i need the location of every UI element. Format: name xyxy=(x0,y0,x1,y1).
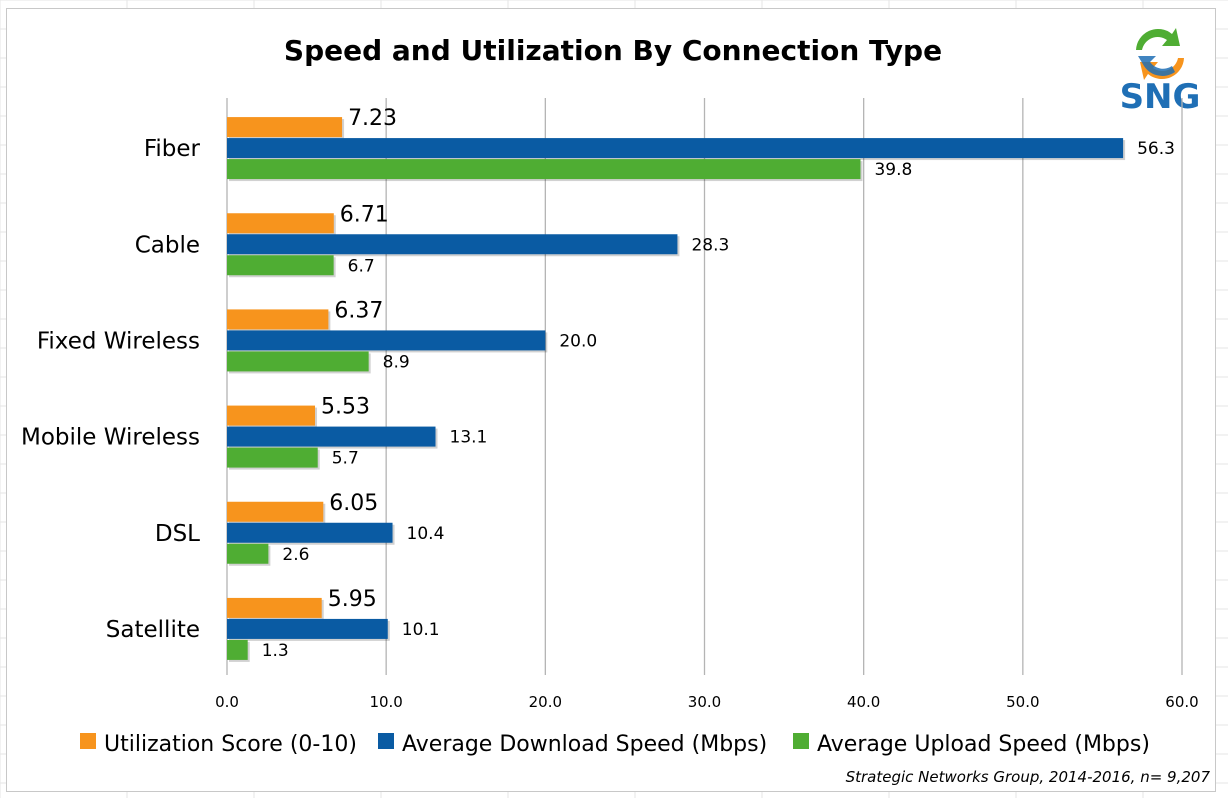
bar-value-label: 39.8 xyxy=(874,160,912,180)
bar xyxy=(227,501,324,522)
bar-value-label: 5.95 xyxy=(328,587,377,612)
legend-swatch xyxy=(378,733,394,749)
legend-label: Average Upload Speed (Mbps) xyxy=(817,732,1150,757)
bar-value-label: 1.3 xyxy=(262,641,289,661)
bar-value-label: 28.3 xyxy=(691,235,729,255)
category-label: Fiber xyxy=(144,136,201,162)
chart-title: Speed and Utilization By Connection Type xyxy=(284,34,942,67)
bar-value-label: 5.53 xyxy=(321,395,370,420)
bar-value-label: 56.3 xyxy=(1137,139,1175,159)
x-tick-label: 60.0 xyxy=(1165,693,1198,711)
bar xyxy=(227,543,269,564)
x-tick-label: 20.0 xyxy=(529,693,562,711)
bar xyxy=(227,618,388,639)
bar xyxy=(227,405,316,426)
category-label: Mobile Wireless xyxy=(21,425,200,451)
category-label: Satellite xyxy=(106,617,200,643)
gridlines xyxy=(226,98,1183,675)
x-tick-label: 30.0 xyxy=(688,693,721,711)
x-axis-ticks: 0.0 10.0 20.0 30.0 40.0 50.0 60.0 xyxy=(215,693,1199,711)
bar xyxy=(227,138,1124,159)
source-note: Strategic Networks Group, 2014-2016, n= … xyxy=(846,768,1211,786)
bar-value-label: 10.4 xyxy=(407,524,445,544)
bar xyxy=(227,597,322,618)
logo-text: SNG xyxy=(1120,77,1201,117)
bar-value-label: 13.1 xyxy=(450,428,488,448)
bar xyxy=(227,330,546,351)
bar xyxy=(227,522,393,543)
legend-swatch xyxy=(80,733,96,749)
category-label: Cable xyxy=(135,232,200,258)
bar-value-label: 5.7 xyxy=(332,449,359,469)
bar xyxy=(227,117,343,138)
bar xyxy=(227,255,334,276)
x-tick-label: 0.0 xyxy=(215,693,239,711)
recycle-arrows-icon xyxy=(1136,28,1184,80)
legend-label: Utilization Score (0-10) xyxy=(104,732,357,757)
bar-value-label: 6.05 xyxy=(329,491,378,516)
bar xyxy=(227,159,861,180)
x-tick-label: 50.0 xyxy=(1006,693,1039,711)
category-labels: Fiber Cable Fixed Wireless Mobile Wireless D… xyxy=(21,136,201,643)
bar-value-label: 6.71 xyxy=(340,202,389,227)
bar xyxy=(227,639,248,660)
bars xyxy=(227,117,1126,662)
bar-value-label: 10.1 xyxy=(402,620,440,640)
bar xyxy=(227,351,369,372)
bar xyxy=(227,213,334,234)
bar xyxy=(227,426,436,447)
legend-swatch xyxy=(793,733,809,749)
category-label: Fixed Wireless xyxy=(37,328,200,354)
sng-logo: SNG xyxy=(1120,28,1201,117)
bar-value-label: 2.6 xyxy=(282,545,309,565)
data-labels: 7.23 56.3 39.8 6.71 28.3 6.7 6.37 20.0 8.9 5.53 13… xyxy=(262,106,1175,661)
category-label: DSL xyxy=(155,521,200,547)
bar-value-label: 6.7 xyxy=(348,256,375,276)
x-tick-label: 40.0 xyxy=(847,693,880,711)
legend: Utilization Score (0-10) Average Download… xyxy=(80,732,1150,757)
bar-value-label: 6.37 xyxy=(334,298,383,323)
x-tick-label: 10.0 xyxy=(369,693,402,711)
bar xyxy=(227,447,318,468)
bar-value-label: 20.0 xyxy=(559,331,597,351)
bar-value-label: 7.23 xyxy=(348,106,397,131)
bar-value-label: 8.9 xyxy=(383,352,410,372)
bar xyxy=(227,309,329,330)
legend-label: Average Download Speed (Mbps) xyxy=(402,732,767,757)
bar xyxy=(227,234,678,255)
